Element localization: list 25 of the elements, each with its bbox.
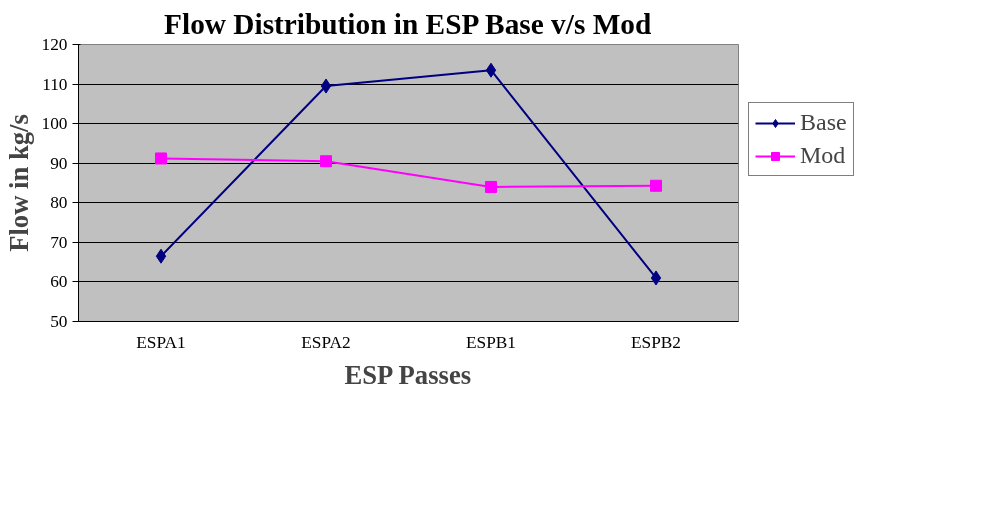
point	[650, 179, 662, 192]
x-tick-label: ESPA2	[301, 332, 351, 352]
point	[155, 152, 167, 165]
y-tick-label: 50	[50, 312, 68, 331]
x-axis-title: ESP Passes	[344, 359, 472, 390]
point	[650, 270, 662, 286]
y-tick-label: 80	[50, 193, 68, 213]
y-tick-label: 120	[41, 35, 68, 54]
x-tick-label: ESPA1	[136, 332, 186, 352]
point	[485, 180, 497, 193]
y-axis-title: Flow in kg/s	[3, 114, 34, 252]
y-tick-label: 100	[41, 114, 68, 134]
point	[320, 78, 332, 94]
point	[155, 248, 167, 264]
y-tick-label: 70	[50, 232, 68, 252]
y-tick-label: 90	[50, 153, 68, 173]
x-tick-label: ESPB1	[465, 332, 517, 352]
chart-title: Flow Distribution in ESP Base v/s Mod	[164, 7, 652, 40]
y-tick-label: 110	[42, 74, 68, 94]
point	[320, 155, 332, 168]
y-tick-label: 60	[50, 272, 68, 292]
point	[485, 62, 497, 78]
x-tick-label: ESPB2	[630, 332, 682, 352]
legend-label: Mod	[800, 142, 846, 169]
legend-label: Base	[800, 109, 847, 136]
